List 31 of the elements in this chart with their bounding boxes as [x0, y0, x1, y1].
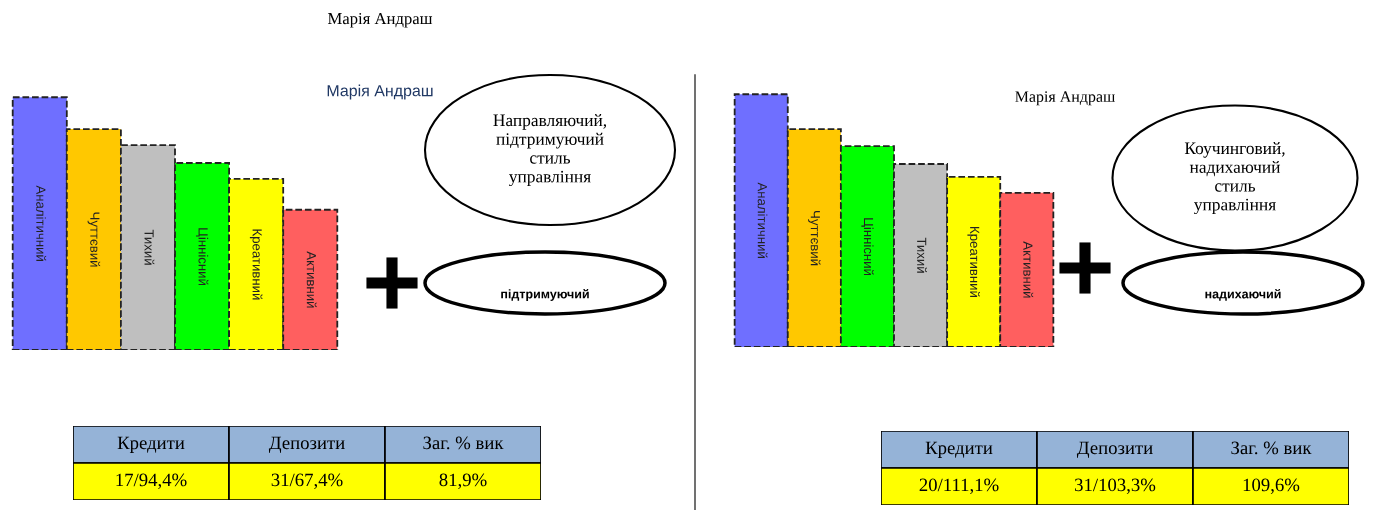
category-label: Депозити [268, 436, 345, 453]
x-tick-label: Ціннісний [861, 218, 874, 276]
chart-subtitle: Марія Андраш [1015, 91, 1116, 106]
x-tick-label: Чуттєвий [87, 212, 101, 267]
category-label: Кредити [925, 441, 993, 458]
text: 20/111,1% [919, 478, 999, 494]
text: 17/94,4% [116, 473, 187, 489]
x-tick-label: Активний [306, 251, 317, 308]
x-tick-label: Тихий [917, 237, 927, 273]
x-tick-label: Тихий [144, 229, 155, 265]
text: 31/103,3% [1075, 478, 1156, 494]
x-tick-label: Активний [1023, 241, 1034, 298]
text: Коучинговий, надихаючий стиль управління [1184, 142, 1285, 215]
x-tick-label: Ціннісний [195, 228, 209, 285]
x-tick-label: Чуттєвий [808, 211, 821, 266]
x-tick-label: Креативний [967, 227, 980, 297]
category-label: Заг. % вик [1231, 441, 1312, 455]
category-label: Депозити [1076, 441, 1153, 458]
x-tick-label: Аналітичний [36, 185, 47, 261]
text: Направляючий, підтримуючий стиль управління [493, 114, 607, 187]
category-label: Заг. % вик [423, 436, 504, 450]
text: 109,6% [1243, 478, 1300, 494]
text: надихаючий [1205, 289, 1281, 301]
x-tick-label: Аналітичний [757, 182, 768, 258]
text: Марія Андраш [327, 12, 433, 28]
text: підтримуючий [501, 289, 589, 301]
text: 31/67,4% [271, 473, 343, 489]
text: 81,9% [439, 473, 487, 489]
text: Марія Андраш [327, 84, 433, 100]
category-label: Кредити [117, 436, 185, 453]
x-tick-label: Креативний [249, 229, 263, 300]
